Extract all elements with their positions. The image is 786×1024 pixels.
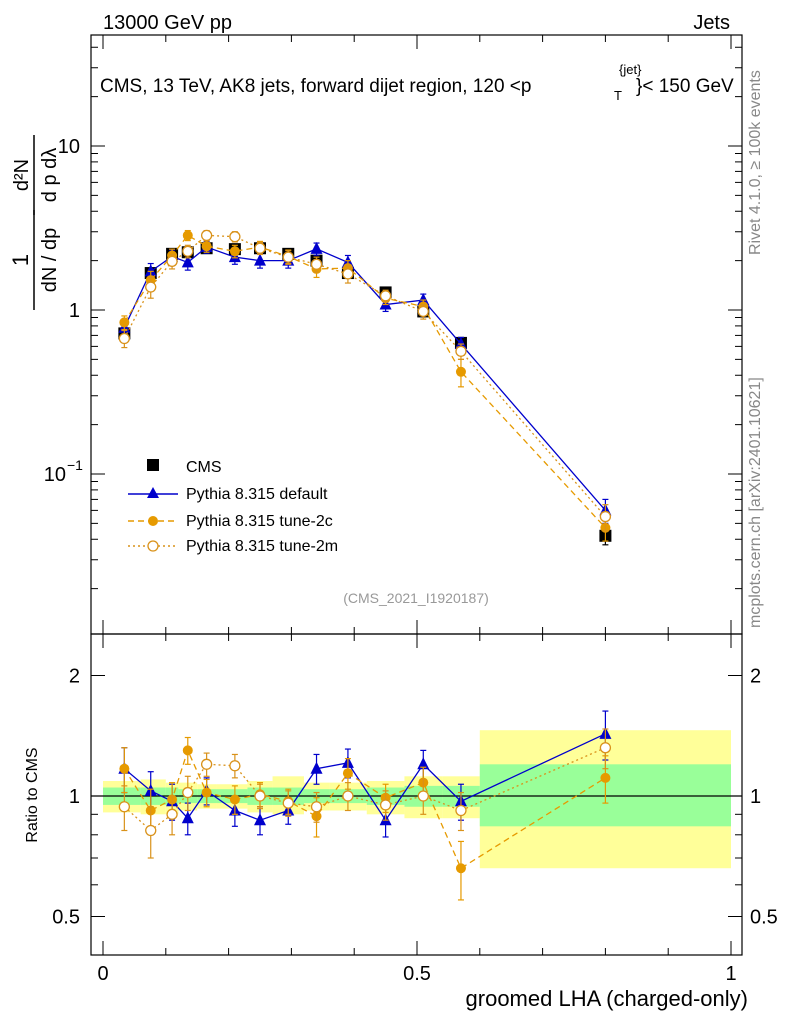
y-axis-label-main: 1 dN / dp d²N d p dλ: [8, 135, 61, 310]
data-point: [455, 804, 467, 817]
legend-default-label: Pythia 8.315 default: [186, 486, 328, 503]
legend-default-marker: [147, 487, 159, 498]
data-point: [282, 797, 294, 809]
data-point: [118, 332, 131, 345]
data-point: [229, 794, 240, 805]
y-tick-label-ratio-right: 2: [750, 666, 761, 688]
header-left: 13000 GeV pp: [103, 12, 232, 34]
data-point: [145, 281, 157, 293]
legend-tune2c-label: Pythia 8.315 tune-2c: [186, 513, 333, 530]
data-point: [254, 813, 266, 826]
x-tick-label: 1: [725, 963, 736, 985]
data-point: [417, 293, 430, 306]
data-point: [379, 290, 392, 302]
data-point: [254, 790, 266, 802]
data-point: [310, 801, 323, 813]
y-tick-label-main: 1: [69, 300, 80, 322]
ratio-series: [118, 710, 612, 901]
legend: CMS Pythia 8.315 default Pythia 8.315 tu…: [128, 459, 338, 555]
y-label-denominator-2: d p dλ: [39, 148, 61, 202]
data-point: [145, 824, 157, 837]
data-point: [181, 811, 194, 824]
data-point: [119, 763, 130, 774]
data-point: [118, 801, 131, 813]
data-point: [599, 510, 612, 523]
series-line: [123, 748, 606, 870]
plot-title-sub: T: [614, 88, 622, 103]
data-point: [182, 245, 194, 257]
data-point: [455, 863, 466, 874]
data-point: [166, 808, 178, 820]
data-point: [182, 786, 194, 799]
data-point: [379, 799, 392, 811]
data-point: [182, 230, 193, 241]
data-point: [229, 760, 241, 772]
data-point: [254, 242, 266, 254]
data-point: [417, 757, 430, 770]
series-line: [123, 234, 606, 518]
data-point: [200, 758, 213, 770]
mcplots-label: mcplots.cern.ch [arXiv:2401.10621]: [747, 377, 764, 628]
main-pythia-8-315-tune-2m: [118, 229, 612, 532]
legend-tune2m-marker: [147, 540, 159, 552]
data-point: [254, 253, 266, 266]
y-tick-label-ratio: 2: [69, 666, 80, 688]
legend-tune2c-marker: [148, 516, 158, 526]
y-tick-label-main-exp: −1: [67, 457, 83, 473]
ratio-pythia-8-315-tune-2m: [118, 728, 612, 859]
x-axis-label: groomed LHA (charged-only): [466, 986, 748, 1011]
data-point: [282, 251, 294, 263]
main-series: [118, 229, 612, 546]
data-point: [201, 241, 212, 252]
legend-tune2m-label: Pythia 8.315 tune-2m: [186, 538, 338, 555]
y-tick-label-ratio-right: 0.5: [750, 907, 778, 929]
plot-title: CMS, 13 TeV, AK8 jets, forward dijet reg…: [100, 62, 734, 103]
analysis-id: (CMS_2021_I1920187): [343, 590, 489, 606]
data-point: [181, 255, 194, 268]
data-point: [200, 229, 213, 242]
data-point: [455, 345, 467, 357]
plot-title-main: CMS, 13 TeV, AK8 jets, forward dijet reg…: [100, 76, 531, 97]
rivet-label: Rivet 4.1.0, ≥ 100k events: [747, 70, 764, 255]
data-point: [342, 768, 353, 779]
data-point: [166, 255, 178, 267]
y-tick-label-ratio: 1: [69, 786, 80, 808]
header-right: Jets: [693, 12, 730, 34]
data-point: [600, 772, 611, 783]
legend-cms-marker: [147, 459, 159, 471]
data-point: [182, 745, 193, 756]
data-point: [201, 787, 212, 798]
data-point: [417, 305, 429, 318]
data-point: [119, 317, 130, 328]
y-label-numerator-2: d²N: [11, 159, 33, 191]
series-line: [123, 234, 606, 529]
x-tick-label: 0: [97, 963, 108, 985]
y-label-denominator: dN / dp: [39, 228, 61, 292]
y-tick-label-main: 10: [44, 464, 66, 486]
y-tick-label-ratio-right: 1: [750, 786, 761, 808]
data-point: [455, 366, 466, 377]
data-point: [310, 258, 323, 270]
data-point: [342, 268, 354, 280]
data-point: [342, 790, 354, 802]
legend-cms-label: CMS: [186, 459, 222, 476]
y-label-numerator-one: 1: [8, 254, 33, 266]
x-tick-label: 0.5: [403, 963, 431, 985]
data-point: [229, 231, 241, 243]
main-pythia-8-315-default: [118, 240, 612, 524]
y-tick-label-main: 10: [58, 136, 80, 158]
data-point: [599, 742, 612, 754]
data-point: [417, 790, 429, 802]
plot-title-sup: {jet}: [619, 62, 642, 77]
data-point: [310, 761, 323, 774]
plot-title-end: }< 150 GeV: [636, 76, 734, 97]
data-point: [310, 241, 323, 254]
data-point: [229, 246, 240, 257]
y-tick-label-ratio: 0.5: [52, 907, 80, 929]
data-point: [144, 264, 157, 277]
data-point: [454, 337, 467, 350]
y-axis-label-ratio: Ratio to CMS: [24, 747, 41, 842]
